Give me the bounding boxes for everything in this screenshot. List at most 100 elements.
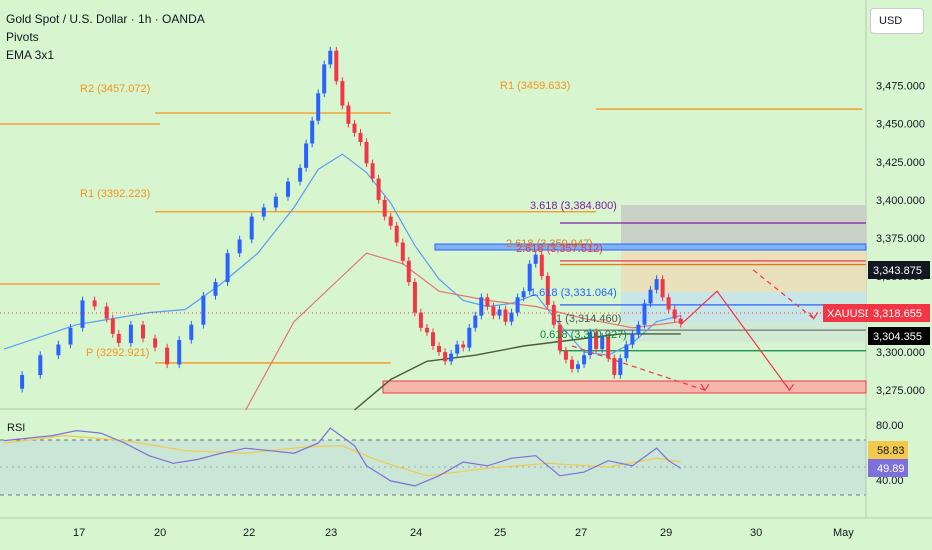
candle-body — [606, 336, 611, 359]
price-tag-1: 3,343.875 — [873, 265, 922, 277]
candle-body — [431, 332, 435, 346]
time-tick: 24 — [410, 527, 422, 539]
candle-body — [273, 196, 278, 208]
pivot-label-p: P (3292.921) — [86, 347, 149, 359]
candle-body — [334, 50, 339, 82]
fib-label-3618: 3.618 (3,384.800) — [530, 200, 617, 212]
candle-body — [503, 309, 508, 322]
candle-body — [425, 327, 429, 333]
candle-body — [666, 297, 671, 310]
candle-body — [527, 263, 532, 292]
fib-box-gray — [621, 205, 866, 245]
candle-body — [304, 143, 309, 168]
candle-body — [237, 239, 242, 254]
time-tick: 22 — [243, 527, 255, 539]
candle-body — [388, 216, 393, 226]
rsi-lines — [3, 427, 682, 487]
candle-body — [352, 123, 357, 133]
time-tick: 27 — [575, 527, 587, 539]
indicator-ema[interactable]: EMA 3x1 — [6, 48, 55, 62]
candles — [20, 46, 683, 393]
time-tick: 20 — [154, 527, 166, 539]
candle-body — [654, 279, 659, 290]
candle-body — [485, 297, 490, 307]
symbol-tag: XAUUSD — [827, 308, 873, 320]
price-axis-ticks: 3,475.000 3,450.000 3,425.000 3,400.000 3,37… — [876, 81, 925, 398]
candle-body — [533, 254, 538, 264]
candle-body — [618, 358, 623, 375]
time-tick: 25 — [494, 527, 506, 539]
time-tick: 17 — [73, 527, 85, 539]
candle-body — [642, 303, 647, 325]
fib-label-1: 1 (3,314.460) — [556, 313, 621, 325]
candle-body — [443, 352, 448, 362]
candle-body — [261, 207, 266, 217]
projection-path — [680, 290, 790, 391]
candle-body — [68, 327, 73, 345]
candle-body — [449, 353, 454, 362]
candle-body — [316, 93, 321, 121]
currency-button[interactable]: USD — [870, 8, 924, 34]
candle-body — [141, 324, 145, 339]
candle-body — [624, 344, 629, 359]
price-axis-tick: 3,275.000 — [876, 385, 925, 397]
candle-body — [110, 318, 115, 334]
candle-body — [322, 64, 327, 94]
candle-body — [648, 289, 653, 304]
candle-body — [406, 260, 411, 283]
ema-slow-line — [354, 333, 681, 411]
candle-body — [509, 312, 514, 322]
candle-body — [298, 167, 303, 182]
fib-label-1618: 1.618 (3,331.064) — [530, 287, 617, 299]
rsi-ma-line — [3, 434, 681, 477]
candle-body — [563, 350, 568, 360]
candle-body — [340, 81, 345, 106]
price-axis-tick: 3,375.000 — [876, 233, 925, 245]
candle-body — [201, 295, 206, 325]
candle-body — [364, 142, 369, 164]
supply-zone — [434, 243, 867, 251]
candle-body — [116, 333, 121, 343]
candle-body — [213, 282, 218, 296]
candle-body — [382, 199, 387, 217]
candle-body — [600, 336, 605, 350]
candle-body — [594, 332, 599, 349]
candle-body — [128, 324, 133, 343]
candle-body — [286, 181, 290, 197]
candle-body — [310, 120, 315, 144]
candle-body — [491, 306, 496, 316]
candle-body — [20, 375, 25, 389]
candle-body — [678, 318, 683, 324]
candle-body — [358, 132, 363, 142]
candle-body — [545, 276, 550, 305]
candle-body — [497, 309, 502, 316]
candle-body — [412, 282, 417, 313]
candle-body — [328, 50, 333, 65]
projection-arrowhead — [809, 312, 819, 320]
candle-body — [80, 300, 85, 328]
pivot-label-r1-left: R1 (3392.223) — [80, 188, 150, 200]
candle-body — [249, 216, 254, 240]
price-tag-3-bg — [868, 327, 930, 345]
price-axis-tick: 3,450.000 — [876, 119, 925, 131]
indicator-pivots[interactable]: Pivots — [6, 30, 39, 44]
candle-body — [400, 242, 405, 261]
symbol-tag-bg — [823, 304, 868, 322]
demand-zone — [382, 380, 867, 394]
rsi-tick-80: 80.00 — [876, 420, 904, 432]
price-axis-tick: 3,475.000 — [876, 81, 925, 93]
chart-title: Gold Spot / U.S. Dollar · 1h · OANDA — [6, 12, 205, 26]
candle-body — [576, 364, 580, 369]
candle-body — [467, 327, 472, 348]
time-tick: 29 — [660, 527, 672, 539]
fib-box-green — [621, 322, 866, 342]
rsi-tick-40: 40.00 — [876, 475, 904, 487]
candle-body — [189, 324, 194, 340]
ema-mid-line — [245, 252, 681, 411]
time-tick: May — [833, 527, 854, 539]
candle-body — [479, 297, 484, 316]
fib-lines — [560, 222, 866, 352]
candle-body — [346, 105, 351, 124]
candle-body — [177, 340, 182, 365]
candle-body — [225, 253, 230, 283]
